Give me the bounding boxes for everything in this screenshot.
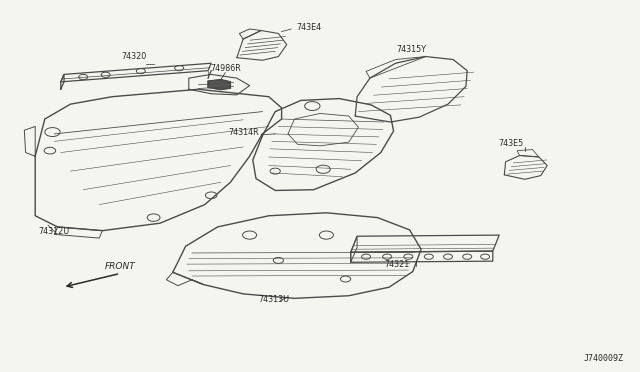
Text: 743E5: 743E5 (498, 139, 524, 148)
Text: 74314R: 74314R (228, 128, 259, 137)
Text: 74315Y: 74315Y (397, 45, 427, 54)
Text: 743E4: 743E4 (296, 23, 321, 32)
Text: FRONT: FRONT (105, 262, 136, 271)
Text: 74313U: 74313U (259, 295, 289, 304)
Text: 74320: 74320 (122, 52, 147, 61)
Text: 74986R: 74986R (210, 64, 241, 73)
Text: 74321: 74321 (384, 260, 410, 269)
Text: J740009Z: J740009Z (584, 354, 624, 363)
Polygon shape (208, 80, 230, 90)
Text: 74312U: 74312U (39, 227, 70, 235)
